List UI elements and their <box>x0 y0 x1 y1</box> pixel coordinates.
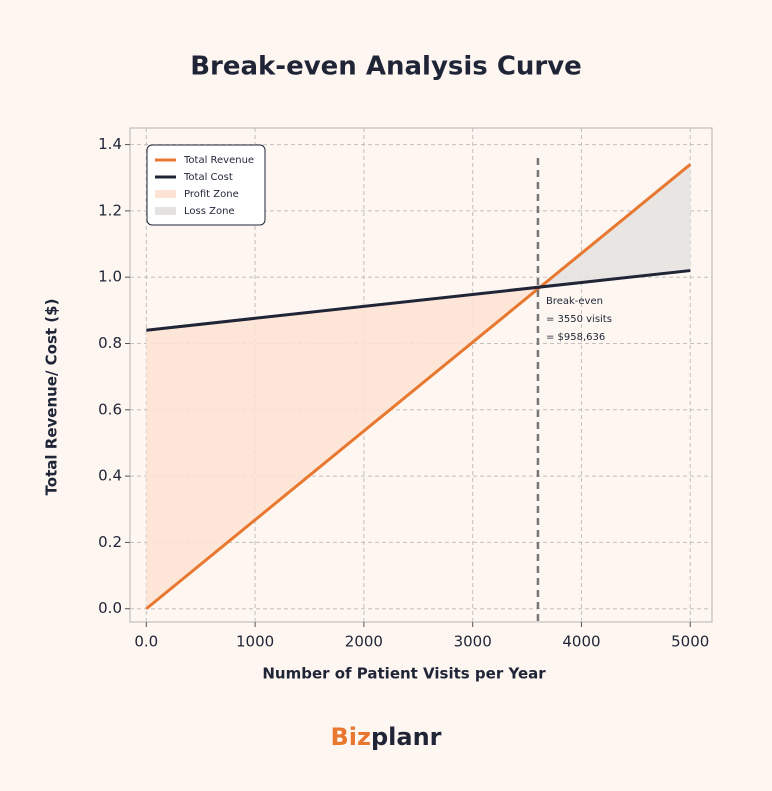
y-tick-label: 0.2 <box>98 533 122 551</box>
plot-frame <box>129 127 713 623</box>
x-tick-label: 4000 <box>562 633 600 651</box>
annotation: = $958,636 <box>546 332 605 343</box>
line <box>145 163 692 610</box>
brand-part: Biz <box>330 723 371 751</box>
legend-label: Profit Zone <box>184 189 239 200</box>
chart-title: Break-even Analysis Curve <box>190 52 582 82</box>
y-tick-label: 1.0 <box>98 268 122 286</box>
x-axis-label: Number of Patient Visits per Year <box>262 665 546 683</box>
legend: Total Revenue Total Cost Profit Zone Loss Z… <box>146 144 266 226</box>
legend-swatch <box>155 207 176 215</box>
legend-box <box>146 144 266 226</box>
annotation: Break-even <box>546 296 603 307</box>
annotation: = 3550 visits <box>546 314 612 325</box>
y-tick-label: 1.4 <box>98 135 122 153</box>
x-tick-label: 2000 <box>345 633 383 651</box>
y-tick-label: 0.0 <box>98 599 122 617</box>
y-axis-label: Total Revenue/ Cost ($) <box>43 299 61 496</box>
legend-swatch <box>155 190 176 198</box>
brand: Bizplanr <box>330 723 441 751</box>
y-tick-label: 1.2 <box>98 201 122 219</box>
legend-label: Total Revenue <box>183 155 254 166</box>
y-tick-label: 0.8 <box>98 334 122 352</box>
legend-label: Loss Zone <box>184 206 235 217</box>
x-tick-label: 5000 <box>671 633 709 651</box>
y-tick-label: 0.6 <box>98 400 122 418</box>
y-tick-label: 0.4 <box>98 467 122 485</box>
brand-part: planr <box>371 723 442 751</box>
legend-label: Total Cost <box>183 172 233 183</box>
x-tick-label: 3000 <box>454 633 492 651</box>
x-tick-label: 0.0 <box>134 633 158 651</box>
x-tick-label: 1000 <box>236 633 274 651</box>
line <box>146 269 691 332</box>
